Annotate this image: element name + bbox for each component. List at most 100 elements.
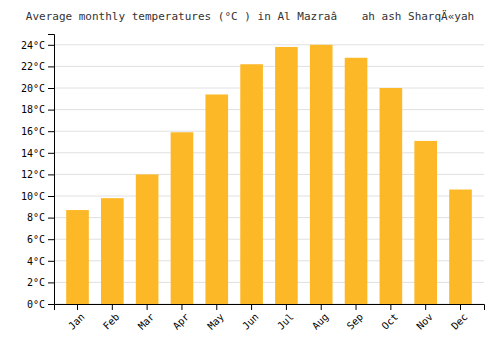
x-tick-mark bbox=[216, 304, 217, 310]
x-axis-line bbox=[55, 305, 485, 311]
bar bbox=[136, 174, 159, 304]
plot: 0°C 2°C 4°C 6°C 8°C 10°C 12°C 14°C 16°C 18°C 20°C 2… bbox=[21, 35, 485, 332]
x-tick-mark bbox=[321, 304, 322, 310]
y-tick-label: 12°C bbox=[21, 169, 45, 180]
y-tick-mark bbox=[48, 196, 54, 197]
bar bbox=[66, 210, 89, 304]
x-tick-label: Jul bbox=[275, 311, 296, 332]
y-tick: 6°C bbox=[27, 234, 54, 245]
y-tick: 14°C bbox=[21, 148, 54, 159]
bar bbox=[449, 190, 472, 304]
x-tick-label: Apr bbox=[171, 311, 192, 332]
x-tick: May bbox=[205, 304, 226, 332]
x-tick-mark bbox=[425, 304, 426, 310]
y-tick-mark bbox=[48, 66, 54, 67]
x-tick: Dec bbox=[449, 304, 470, 332]
grid-line bbox=[54, 66, 484, 67]
x-tick-mark bbox=[390, 304, 391, 310]
y-tick-mark bbox=[48, 131, 54, 132]
y-axis-line bbox=[48, 35, 55, 305]
grid-line bbox=[54, 44, 484, 45]
x-tick-label: Oct bbox=[380, 311, 401, 332]
x-tick-mark bbox=[147, 304, 148, 310]
x-tick: Feb bbox=[101, 304, 122, 332]
x-tick-label: Sep bbox=[345, 311, 366, 332]
y-tick: 0°C bbox=[27, 299, 54, 310]
y-tick-label: 20°C bbox=[21, 83, 45, 94]
y-tick-label: 6°C bbox=[27, 234, 45, 245]
x-tick-mark bbox=[251, 304, 252, 310]
x-tick: Sep bbox=[345, 304, 366, 332]
x-tick-mark bbox=[356, 304, 357, 310]
y-tick: 4°C bbox=[27, 256, 54, 267]
y-tick-label: 10°C bbox=[21, 191, 45, 202]
grid-line bbox=[54, 109, 484, 110]
grid-line bbox=[54, 88, 484, 89]
y-tick-mark bbox=[48, 239, 54, 240]
y-tick-label: 8°C bbox=[27, 212, 45, 223]
y-tick: 20°C bbox=[21, 83, 54, 94]
x-tick: Jul bbox=[275, 304, 296, 332]
bars bbox=[66, 45, 472, 304]
x-tick: Jun bbox=[240, 304, 261, 332]
x-axis: Jan Feb Mar Apr May Jun Jul Aug Sep Oct Nov Dec bbox=[55, 304, 485, 332]
bar bbox=[171, 132, 194, 304]
x-tick-label: Jan bbox=[66, 311, 87, 332]
bar bbox=[345, 58, 368, 304]
y-tick: 16°C bbox=[21, 126, 54, 137]
x-tick-mark bbox=[286, 304, 287, 310]
y-axis: 0°C 2°C 4°C 6°C 8°C 10°C 12°C 14°C 16°C 18°C 20°C 2… bbox=[21, 35, 55, 310]
y-tick-label: 22°C bbox=[21, 61, 45, 72]
y-tick: 18°C bbox=[21, 104, 54, 115]
y-tick-mark bbox=[48, 174, 54, 175]
x-tick-label: May bbox=[205, 311, 226, 332]
y-tick: 24°C bbox=[21, 40, 54, 51]
x-tick: Oct bbox=[380, 304, 401, 332]
y-tick: 12°C bbox=[21, 169, 54, 180]
x-tick: Apr bbox=[171, 304, 192, 332]
x-tick: Jan bbox=[66, 304, 87, 332]
y-tick-mark bbox=[48, 110, 54, 111]
y-tick-label: 4°C bbox=[27, 256, 45, 267]
y-tick: 8°C bbox=[27, 212, 54, 223]
y-tick-mark bbox=[48, 153, 54, 154]
x-tick-mark bbox=[112, 304, 113, 310]
x-tick-label: Mar bbox=[136, 311, 157, 332]
x-tick: Mar bbox=[136, 304, 157, 332]
y-tick-label: 18°C bbox=[21, 104, 45, 115]
bar bbox=[310, 45, 333, 304]
y-tick-label: 14°C bbox=[21, 148, 45, 159]
y-tick: 10°C bbox=[21, 191, 54, 202]
y-tick: 22°C bbox=[21, 61, 54, 72]
y-tick-mark bbox=[48, 282, 54, 283]
x-tick-label: Nov bbox=[414, 311, 435, 332]
bar bbox=[205, 94, 228, 304]
y-tick-mark bbox=[48, 218, 54, 219]
y-tick-label: 0°C bbox=[27, 299, 45, 310]
x-tick-label: Jun bbox=[240, 311, 261, 332]
y-tick-mark bbox=[48, 304, 54, 305]
x-tick-label: Feb bbox=[101, 311, 122, 332]
y-tick-mark bbox=[48, 88, 54, 89]
bar bbox=[101, 198, 124, 304]
grid bbox=[54, 45, 484, 304]
bar bbox=[240, 64, 263, 304]
title: Average monthly temperatures (°C ) in Al… bbox=[26, 10, 474, 23]
x-tick-label: Dec bbox=[449, 311, 470, 332]
bar bbox=[275, 47, 298, 304]
x-tick-mark bbox=[460, 304, 461, 310]
y-tick-mark bbox=[48, 45, 54, 46]
x-tick: Aug bbox=[310, 304, 331, 332]
x-tick-mark bbox=[77, 304, 78, 310]
y-tick-mark bbox=[48, 261, 54, 262]
y-tick-label: 16°C bbox=[21, 126, 45, 137]
grid-line bbox=[54, 131, 484, 132]
x-tick-label: Aug bbox=[310, 311, 331, 332]
chart: 0°C 2°C 4°C 6°C 8°C 10°C 12°C 14°C 16°C 18°C 20°C 2… bbox=[0, 0, 500, 350]
bar bbox=[380, 88, 403, 304]
x-tick: Nov bbox=[414, 304, 435, 332]
y-tick: 2°C bbox=[27, 277, 54, 288]
x-tick-mark bbox=[181, 304, 182, 310]
y-tick-label: 24°C bbox=[21, 40, 45, 51]
y-tick-label: 2°C bbox=[27, 277, 45, 288]
